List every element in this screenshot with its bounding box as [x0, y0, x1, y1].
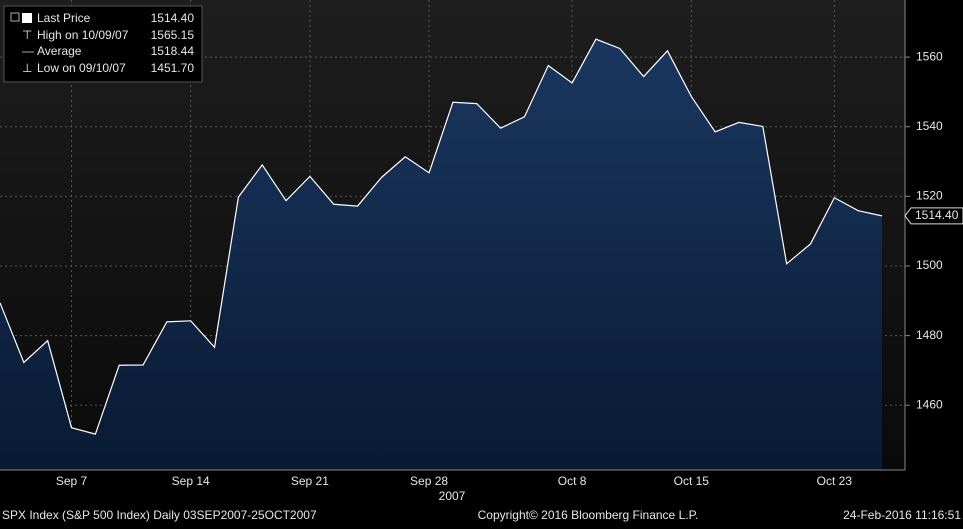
y-tick-label: 1540 — [916, 119, 943, 133]
line — [0, 38, 883, 435]
y-tick-label: 1500 — [916, 258, 943, 272]
x-tick-label: Oct 15 — [674, 474, 710, 488]
legend-label: Last Price — [37, 11, 91, 25]
footer-left: SPX Index (S&P 500 Index) Daily 03SEP200… — [2, 508, 317, 522]
legend-box — [3, 5, 203, 83]
legend-icon: ⊥ — [22, 61, 32, 75]
x-tick-label: Sep 28 — [410, 474, 448, 488]
x-tick-label: Oct 8 — [558, 474, 587, 488]
legend-icon — [10, 12, 20, 22]
x-tick-label: Oct 23 — [817, 474, 853, 488]
x-group-label: 2007 — [439, 489, 466, 503]
legend-label: Average — [37, 44, 82, 58]
legend-value: 1565.15 — [151, 28, 195, 42]
legend-value: 1451.70 — [151, 61, 195, 75]
last-price-label: 1514.40 — [915, 208, 959, 222]
footer-center: Copyright© 2016 Bloomberg Finance L.P. — [478, 508, 699, 522]
y-tick-label: 1460 — [916, 397, 943, 411]
legend-swatch — [22, 13, 32, 23]
x-tick-label: Sep 14 — [172, 474, 210, 488]
legend-icon: ⊤ — [22, 28, 32, 42]
area — [0, 39, 882, 471]
legend-value: 1514.40 — [151, 11, 195, 25]
legend-label: High on 10/09/07 — [37, 28, 129, 42]
footer-right: 24-Feb-2016 11:16:51 — [843, 508, 961, 522]
x-tick-label: Sep 21 — [291, 474, 329, 488]
y-tick-label: 1560 — [916, 49, 943, 63]
legend-label: Low on 09/10/07 — [37, 61, 126, 75]
x-tick-label: Sep 7 — [56, 474, 88, 488]
y-tick-label: 1480 — [916, 328, 943, 342]
legend-value: 1518.44 — [151, 44, 195, 58]
last-price-tag — [904, 207, 963, 225]
y-tick-label: 1520 — [916, 189, 943, 203]
